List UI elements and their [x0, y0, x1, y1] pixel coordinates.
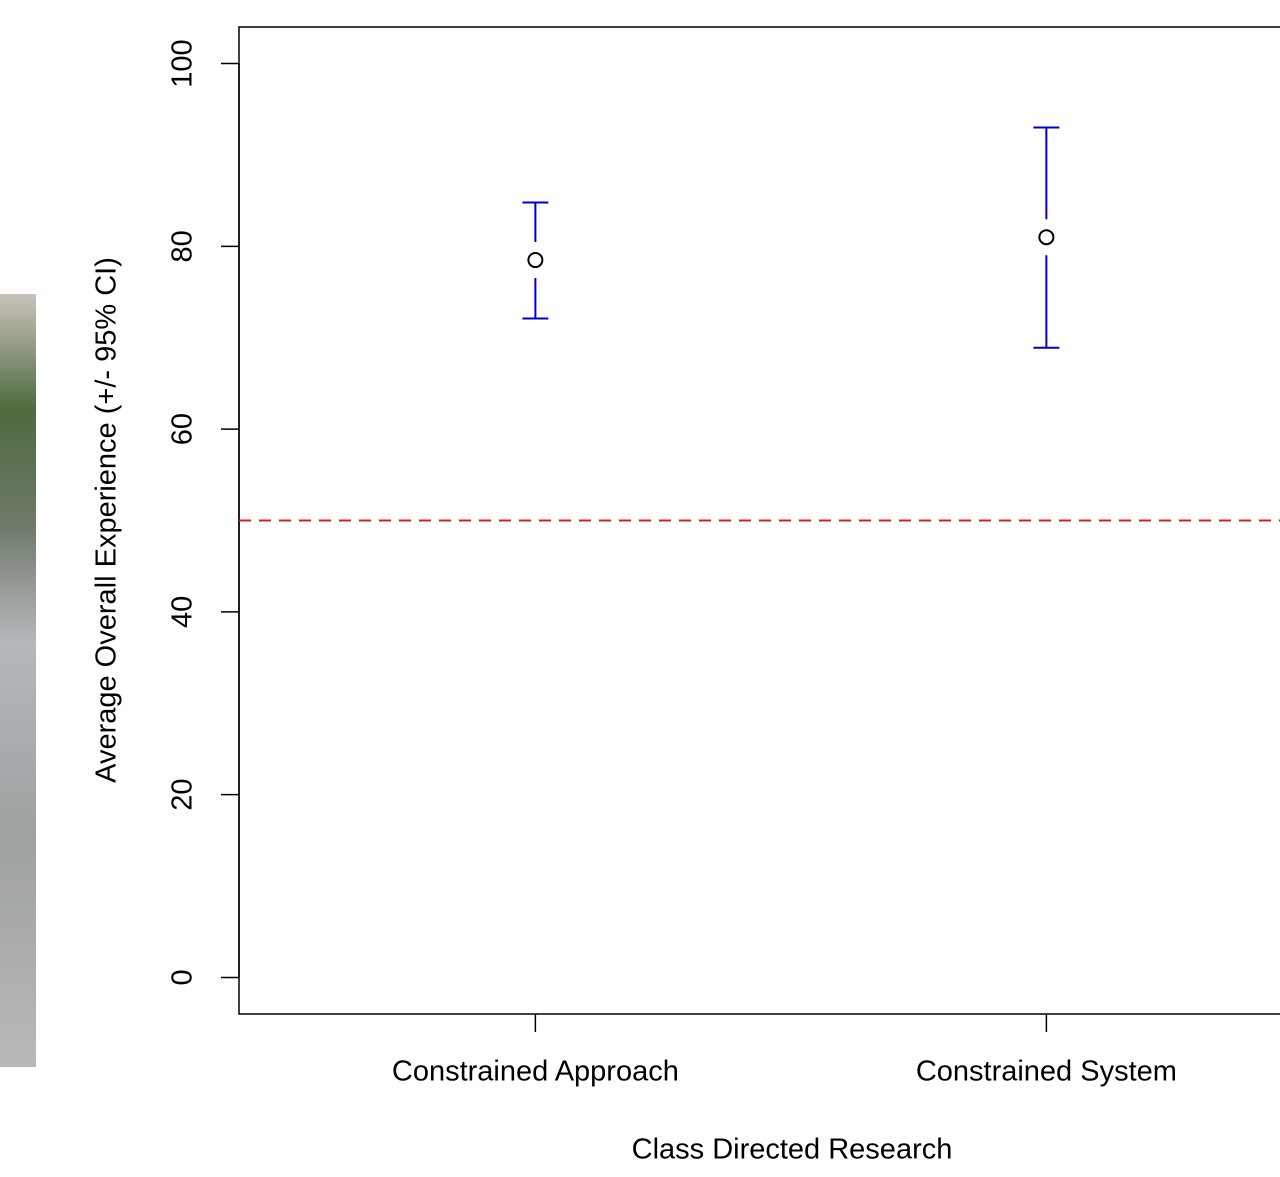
- y-tick-label: 60: [167, 413, 199, 445]
- mean-point: [1038, 229, 1055, 246]
- y-tick-label: 0: [167, 969, 199, 985]
- x-tick-label: Constrained System: [916, 1056, 1177, 1088]
- error-bar: [1033, 126, 1060, 349]
- y-axis-title: Average Overall Experience (+/- 95% CI): [91, 257, 123, 783]
- y-tick-label: 40: [167, 596, 199, 628]
- y-tick-label: 100: [167, 39, 199, 87]
- background-photo: [0, 294, 36, 1067]
- y-tick-label: 20: [167, 779, 199, 811]
- y-tick-label: 80: [167, 230, 199, 262]
- mean-point: [527, 252, 544, 269]
- x-tick-label: Constrained Approach: [392, 1056, 679, 1088]
- x-axis-title: Class Directed Research: [632, 1134, 953, 1166]
- error-bar: [522, 201, 549, 320]
